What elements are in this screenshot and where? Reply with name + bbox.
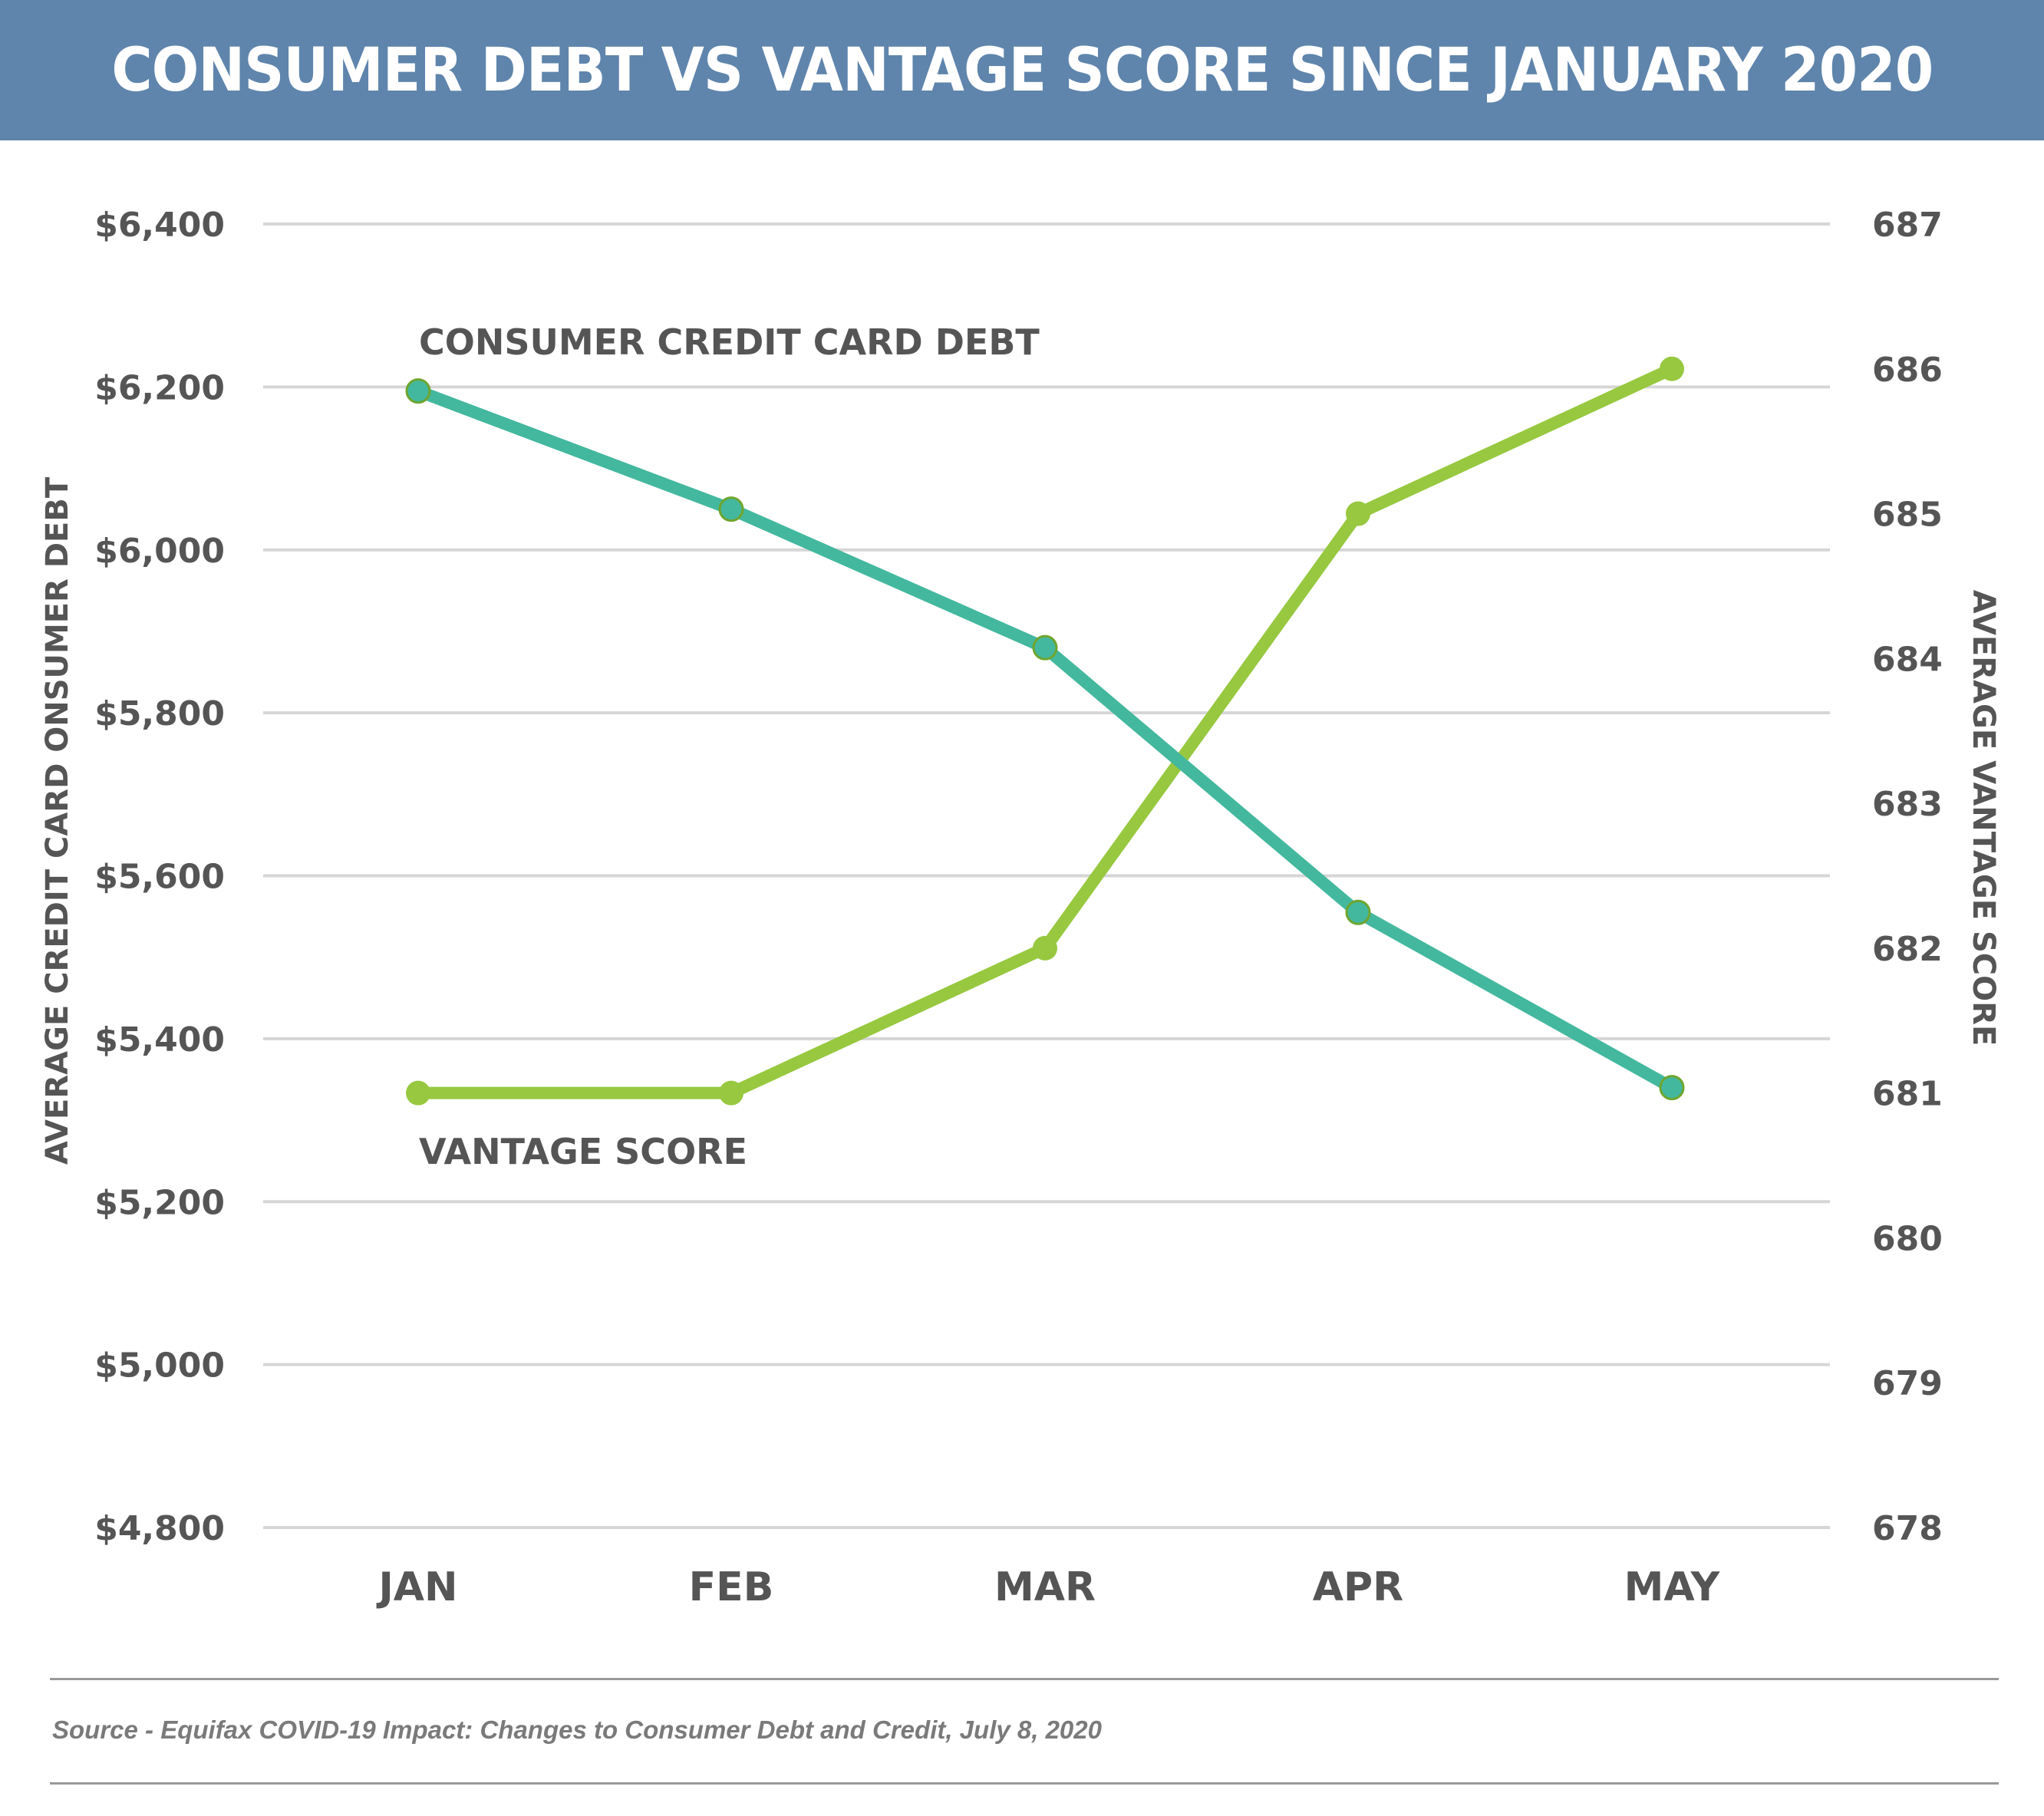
vantage-marker — [1660, 356, 1684, 381]
month-label: FEB — [689, 1564, 774, 1610]
right-axis-ticks: 687 686 685 684 683 682 681 680 679 678 — [1872, 206, 1943, 1548]
debt-marker — [1032, 634, 1058, 661]
right-tick-label: 680 — [1872, 1219, 1943, 1258]
source-note: Source - Equifax COVID-19 Impact: Change… — [52, 1715, 1102, 1744]
vantage-marker — [1346, 501, 1370, 526]
month-label: MAR — [994, 1564, 1096, 1610]
footer-divider-top — [50, 1678, 1999, 1680]
month-label: MAY — [1624, 1564, 1721, 1610]
left-tick-label: $4,800 — [94, 1509, 225, 1548]
right-tick-label: 684 — [1872, 640, 1943, 679]
debt-series-label: CONSUMER CREDIT CARD DEBT — [419, 321, 1040, 363]
month-label: APR — [1313, 1564, 1403, 1610]
right-axis-title: AVERAGE VANTAGE SCORE — [1966, 590, 2001, 1046]
debt-marker — [718, 496, 744, 522]
left-tick-label: $5,200 — [94, 1183, 225, 1222]
footer-divider-bottom — [50, 1782, 1999, 1785]
left-axis-title: AVERAGE CREDIT CARD ONSUMER DEBT — [40, 476, 75, 1165]
right-tick-label: 678 — [1872, 1509, 1943, 1548]
vantage-marker — [1033, 935, 1057, 961]
left-tick-label: $5,000 — [94, 1346, 225, 1386]
right-tick-label: 681 — [1872, 1075, 1943, 1114]
left-tick-label: $5,400 — [94, 1020, 225, 1060]
debt-marker — [1345, 899, 1371, 925]
right-tick-label: 679 — [1872, 1364, 1943, 1403]
data-series — [405, 356, 1685, 1106]
vantage-series-label: VANTAGE SCORE — [419, 1131, 747, 1172]
debt-marker — [1659, 1075, 1685, 1101]
right-tick-label: 685 — [1872, 496, 1943, 535]
right-tick-label: 686 — [1872, 351, 1943, 390]
right-tick-label: 687 — [1872, 206, 1943, 245]
left-axis-ticks: $6,400 $6,200 $6,000 $5,800 $5,600 $5,400 $5,2… — [94, 206, 225, 1548]
left-tick-label: $6,000 — [94, 532, 225, 571]
left-tick-label: $6,200 — [94, 368, 225, 407]
vantage-marker — [406, 1080, 430, 1106]
left-tick-label: $5,600 — [94, 858, 225, 897]
month-label: JAN — [376, 1564, 457, 1610]
chart-title: CONSUMER DEBT VS VANTAGE SCORE SINCE JAN… — [111, 35, 1934, 105]
x-axis-labels: JAN FEB MAR APR MAY — [376, 1564, 1720, 1610]
title-banner: CONSUMER DEBT VS VANTAGE SCORE SINCE JAN… — [0, 0, 2044, 140]
vantage-marker — [719, 1080, 743, 1106]
left-tick-label: $6,400 — [94, 206, 225, 245]
gridlines — [263, 222, 1830, 1529]
debt-marker — [405, 378, 431, 404]
right-tick-label: 683 — [1872, 785, 1943, 824]
debt-line — [416, 385, 1675, 1093]
left-tick-label: $5,800 — [94, 694, 225, 733]
right-tick-label: 682 — [1872, 930, 1943, 969]
